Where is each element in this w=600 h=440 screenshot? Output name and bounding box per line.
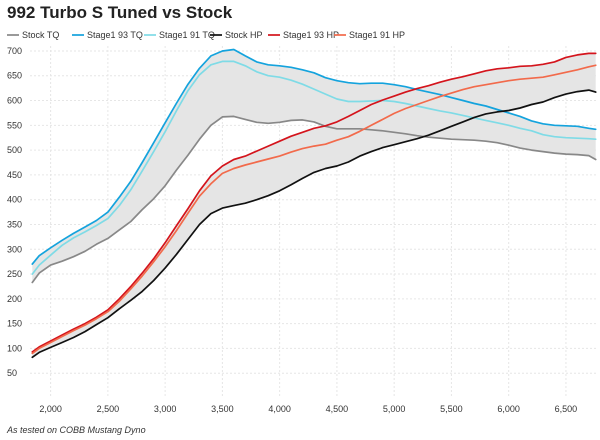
x-tick-label: 2,500 <box>97 404 120 414</box>
y-tick-label: 350 <box>7 219 22 229</box>
y-tick-label: 200 <box>7 294 22 304</box>
y-tick-label: 150 <box>7 319 22 329</box>
series-line-stock-tq <box>31 115 597 284</box>
legend-label-stock-hp: Stock HP <box>225 30 263 40</box>
shaded-band <box>32 53 596 358</box>
series-line-stock-hp <box>31 89 597 359</box>
chart-footnote: As tested on COBB Mustang Dyno <box>7 425 146 435</box>
x-tick-label: 4,000 <box>268 404 291 414</box>
legend-label-stage1-91-tq: Stage1 91 TQ <box>159 30 215 40</box>
legend-label-stage1-93-tq: Stage1 93 TQ <box>87 30 143 40</box>
y-tick-label: 700 <box>7 46 22 56</box>
y-tick-label: 450 <box>7 170 22 180</box>
axis-ticks: 50 100 150 200 250 300 350 400 450 500 550 600 650 70… <box>7 46 577 414</box>
x-tick-label: 6,500 <box>555 404 578 414</box>
legend-label-stage1-91-hp: Stage1 91 HP <box>349 30 405 40</box>
shaded-bands <box>32 49 596 358</box>
legend-label-stock-tq: Stock TQ <box>22 30 59 40</box>
series-line-stage1-91-hp <box>31 64 597 355</box>
y-tick-label: 100 <box>7 343 22 353</box>
y-tick-label: 500 <box>7 145 22 155</box>
x-tick-label: 4,500 <box>326 404 349 414</box>
legend-label-stage1-93-hp: Stage1 93 HP <box>283 30 339 40</box>
series-line-stage1-93-hp <box>31 52 597 353</box>
y-tick-label: 50 <box>7 368 17 378</box>
x-tick-label: 3,500 <box>211 404 234 414</box>
x-tick-label: 5,500 <box>440 404 463 414</box>
x-tick-label: 5,000 <box>383 404 406 414</box>
x-tick-label: 6,000 <box>497 404 520 414</box>
y-tick-label: 250 <box>7 269 22 279</box>
y-tick-label: 600 <box>7 96 22 106</box>
y-tick-label: 550 <box>7 120 22 130</box>
chart-title: 992 Turbo S Tuned vs Stock <box>7 3 233 22</box>
x-tick-label: 3,000 <box>154 404 177 414</box>
y-tick-label: 400 <box>7 195 22 205</box>
y-tick-label: 300 <box>7 244 22 254</box>
legend: Stock TQ Stage1 93 TQ Stage1 91 TQ Stock HP… <box>7 30 405 40</box>
series-lines <box>31 48 597 359</box>
series-line-stage1-91-tq <box>31 60 597 275</box>
x-tick-label: 2,000 <box>39 404 62 414</box>
y-tick-label: 650 <box>7 71 22 81</box>
